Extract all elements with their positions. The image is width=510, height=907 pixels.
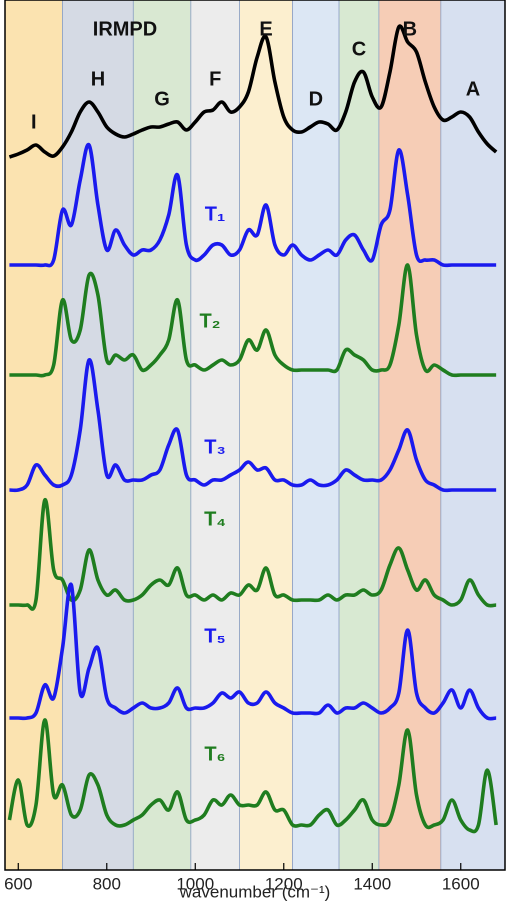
spectrum-line	[8, 24, 498, 159]
band	[338, 0, 380, 871]
band-label: I	[31, 111, 37, 133]
x-tick-label: 600	[4, 874, 32, 893]
spectrum-line	[9, 582, 497, 721]
spectrum-line	[9, 358, 497, 493]
band	[132, 0, 192, 871]
x-axis-label: wavenumber (cm⁻¹)	[179, 882, 331, 901]
band-label: G	[154, 88, 170, 110]
series-label: T₄	[204, 508, 226, 530]
band-label: D	[309, 88, 323, 110]
x-tick-label: 1400	[353, 874, 391, 893]
plot-frame	[4, 0, 506, 871]
series-label: T₃	[204, 436, 225, 458]
traces	[7, 24, 498, 834]
x-tick-label: 1000	[176, 874, 214, 893]
spectrum-line	[9, 498, 497, 611]
band	[62, 0, 134, 871]
band	[440, 0, 506, 871]
series-label: IRMPD	[93, 18, 157, 40]
bands	[4, 0, 506, 871]
band-label: E	[259, 18, 272, 40]
band-label: H	[91, 68, 105, 90]
band-label: A	[466, 78, 480, 100]
x-tick-label: 800	[93, 874, 121, 893]
series-label: T₁	[205, 203, 226, 225]
band	[190, 0, 240, 871]
series-label: T₆	[204, 743, 225, 765]
spectrum-line	[7, 718, 498, 834]
band	[239, 0, 294, 871]
x-tick-label: 1200	[265, 874, 303, 893]
x-tick-label: 1600	[442, 874, 480, 893]
band-label: C	[352, 38, 366, 60]
spectrum-line	[9, 142, 497, 268]
band-label: F	[209, 68, 221, 90]
band-label: B	[403, 18, 417, 40]
series-label: T₂	[199, 310, 220, 332]
series-label: T₅	[204, 625, 225, 647]
band	[292, 0, 340, 871]
spectrum-line	[9, 263, 497, 378]
